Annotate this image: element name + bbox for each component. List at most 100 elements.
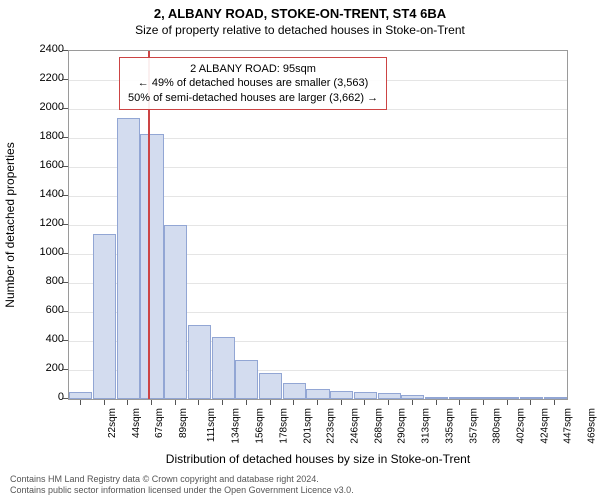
x-tick-label: 268sqm [373, 408, 384, 444]
x-tick-label: 111sqm [206, 408, 217, 442]
histogram-bar [449, 397, 472, 399]
histogram-bar [496, 397, 519, 399]
histogram-bar [283, 383, 306, 399]
y-tick-mark [63, 282, 68, 283]
histogram-bar [188, 325, 211, 399]
x-tick-label: 290sqm [397, 408, 408, 444]
x-tick-mark [364, 400, 365, 405]
annotation-line: ← 49% of detached houses are smaller (3,… [128, 76, 378, 90]
histogram-bar [378, 393, 401, 399]
histogram-bar [472, 397, 495, 399]
x-tick-mark [80, 400, 81, 405]
x-tick-mark [459, 400, 460, 405]
x-tick-mark [293, 400, 294, 405]
histogram-bar [164, 225, 187, 399]
footer-attribution: Contains HM Land Registry data © Crown c… [10, 474, 354, 496]
x-tick-mark [127, 400, 128, 405]
chart-title: 2, ALBANY ROAD, STOKE-ON-TRENT, ST4 6BA [0, 0, 600, 21]
x-tick-mark [530, 400, 531, 405]
x-tick-label: 89sqm [178, 408, 189, 438]
histogram-bar [212, 337, 235, 399]
y-tick-label: 800 [24, 275, 64, 287]
histogram-bar [69, 392, 92, 399]
x-tick-label: 380sqm [492, 408, 503, 444]
x-tick-mark [246, 400, 247, 405]
y-tick-mark [63, 108, 68, 109]
histogram-bar [140, 134, 163, 399]
x-tick-mark [270, 400, 271, 405]
y-tick-label: 200 [24, 362, 64, 374]
x-tick-label: 469sqm [587, 408, 598, 444]
y-tick-label: 600 [24, 304, 64, 316]
x-tick-mark [151, 400, 152, 405]
y-tick-mark [63, 137, 68, 138]
y-tick-mark [63, 369, 68, 370]
x-tick-mark [436, 400, 437, 405]
x-tick-label: 134sqm [231, 408, 242, 444]
histogram-bar [330, 391, 353, 399]
x-tick-mark [412, 400, 413, 405]
x-tick-label: 44sqm [131, 408, 142, 438]
histogram-bar [544, 397, 567, 399]
histogram-bar [259, 373, 282, 399]
histogram-bar [235, 360, 258, 399]
y-tick-mark [63, 195, 68, 196]
footer-line2: Contains public sector information licen… [10, 485, 354, 496]
y-tick-mark [63, 340, 68, 341]
plot-area: 2 ALBANY ROAD: 95sqm← 49% of detached ho… [68, 50, 568, 400]
y-tick-mark [63, 311, 68, 312]
x-tick-label: 201sqm [302, 408, 313, 444]
y-tick-label: 2000 [24, 101, 64, 113]
y-tick-label: 2200 [24, 72, 64, 84]
y-tick-mark [63, 253, 68, 254]
x-tick-mark [341, 400, 342, 405]
y-tick-label: 2400 [24, 43, 64, 55]
x-tick-mark [483, 400, 484, 405]
x-tick-mark [175, 400, 176, 405]
x-tick-label: 22sqm [107, 408, 118, 438]
x-tick-mark [104, 400, 105, 405]
y-tick-label: 0 [24, 391, 64, 403]
histogram-bar [401, 395, 424, 399]
x-tick-label: 246sqm [350, 408, 361, 444]
x-tick-label: 67sqm [154, 408, 165, 438]
histogram-bar [354, 392, 377, 399]
x-tick-label: 357sqm [468, 408, 479, 444]
histogram-bar [93, 234, 116, 399]
x-tick-label: 335sqm [444, 408, 455, 444]
x-tick-mark [222, 400, 223, 405]
x-tick-mark [198, 400, 199, 405]
y-tick-mark [63, 398, 68, 399]
x-tick-label: 223sqm [326, 408, 337, 444]
footer-line1: Contains HM Land Registry data © Crown c… [10, 474, 354, 485]
annotation-line: 2 ALBANY ROAD: 95sqm [128, 62, 378, 76]
histogram-bar [520, 397, 543, 399]
chart-container: 2, ALBANY ROAD, STOKE-ON-TRENT, ST4 6BA … [0, 0, 600, 500]
y-tick-mark [63, 224, 68, 225]
y-tick-mark [63, 166, 68, 167]
y-tick-label: 1800 [24, 130, 64, 142]
histogram-bar [117, 118, 140, 399]
y-tick-label: 1200 [24, 217, 64, 229]
x-tick-label: 313sqm [421, 408, 432, 444]
x-tick-label: 424sqm [539, 408, 550, 444]
annotation-line: 50% of semi-detached houses are larger (… [128, 91, 378, 105]
x-tick-mark [317, 400, 318, 405]
x-tick-label: 156sqm [255, 408, 266, 444]
x-tick-mark [507, 400, 508, 405]
y-tick-mark [63, 79, 68, 80]
annotation-box: 2 ALBANY ROAD: 95sqm← 49% of detached ho… [119, 57, 387, 110]
y-tick-label: 1600 [24, 159, 64, 171]
y-axis-label: Number of detached properties [3, 142, 17, 307]
histogram-bar [306, 389, 329, 399]
x-tick-label: 402sqm [516, 408, 527, 444]
x-tick-label: 447sqm [563, 408, 574, 444]
chart-subtitle: Size of property relative to detached ho… [0, 21, 600, 37]
x-tick-label: 178sqm [278, 408, 289, 444]
y-tick-label: 1400 [24, 188, 64, 200]
histogram-bar [425, 397, 448, 399]
y-tick-label: 400 [24, 333, 64, 345]
x-tick-mark [554, 400, 555, 405]
y-tick-label: 1000 [24, 246, 64, 258]
x-axis-label: Distribution of detached houses by size … [68, 452, 568, 466]
